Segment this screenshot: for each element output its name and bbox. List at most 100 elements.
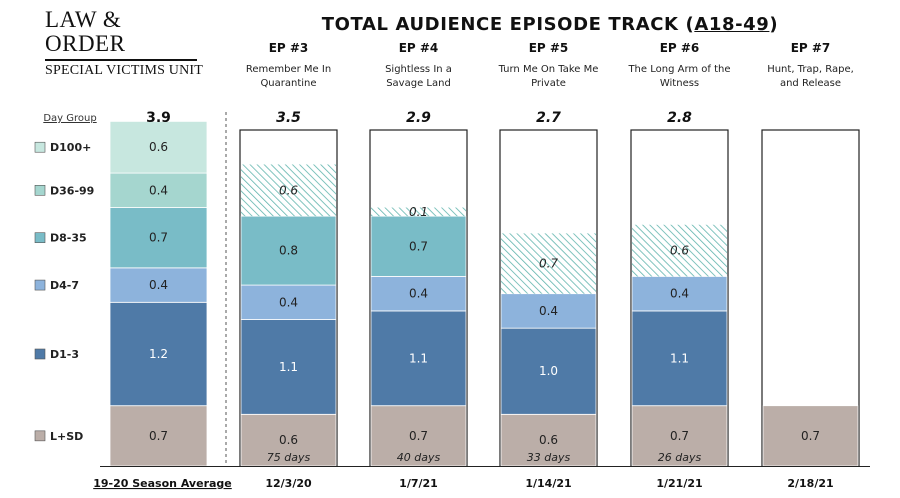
- legend-swatch-d8-35: [34, 232, 46, 243]
- air-date-label: 1/21/21: [656, 477, 702, 490]
- air-date-label: 1/7/21: [399, 477, 438, 490]
- chart-title-paren-close: ): [769, 14, 779, 35]
- episode-name-line: The Long Arm of the: [627, 64, 730, 75]
- episode-name-line: Witness: [660, 78, 699, 89]
- segment-value-label: 0.1: [409, 205, 428, 219]
- total-label: 3.5: [276, 110, 301, 126]
- legend-label-d8-35: D8-35: [50, 232, 87, 245]
- bar-segment-d4-7: [500, 293, 597, 329]
- total-label: 3.9: [146, 110, 171, 126]
- bar-segment-l-sd: [762, 405, 859, 467]
- season-average-label: 19-20 Season Average: [93, 477, 232, 490]
- segment-value-label: 0.8: [279, 244, 298, 258]
- days-label: 26 days: [658, 451, 702, 464]
- segment-value-label: 0.7: [539, 257, 558, 271]
- chart-title-main: TOTAL AUDIENCE EPISODE TRACK: [321, 14, 679, 35]
- segment-value-label: 0.4: [149, 183, 168, 197]
- segment-value-label: 1.0: [539, 364, 558, 378]
- days-label: 40 days: [397, 451, 441, 464]
- segment-value-label: 0.6: [149, 140, 168, 154]
- bar-segment-projected: [501, 233, 596, 294]
- episode-number: EP #3: [269, 41, 309, 55]
- segment-value-label: 0.4: [539, 304, 558, 318]
- segment-value-label: 1.1: [409, 351, 428, 365]
- logo-title: LAW & ORDER: [45, 7, 126, 56]
- segment-value-label: 0.4: [409, 287, 428, 301]
- air-date-label: 2/18/21: [787, 477, 833, 490]
- air-date-label: 12/3/20: [265, 477, 312, 490]
- bar-segment-projected: [371, 207, 466, 217]
- chart-title: TOTAL AUDIENCE EPISODE TRACK (A18-49): [230, 14, 870, 35]
- bar-segment-d1-3: [631, 310, 728, 407]
- logo-subtitle: SPECIAL VICTIMS UNIT: [45, 63, 204, 78]
- legend-swatch-d4-7: [34, 279, 46, 291]
- segment-value-label: 0.7: [409, 239, 428, 253]
- episode-name-line: Remember Me In: [246, 64, 331, 75]
- bar-segment-d1-3: [500, 327, 597, 415]
- total-label: 2.9: [406, 110, 431, 126]
- chart-title-paren-open: (: [685, 14, 695, 35]
- bar-segment-d8-35: [370, 215, 467, 277]
- legend-label-d1-3: D1-3: [50, 348, 79, 361]
- segment-value-label: 1.1: [279, 360, 298, 374]
- air-date-label: 1/14/21: [525, 477, 571, 490]
- legend-header: Day Group: [43, 113, 96, 124]
- episode-name-line: Turn Me On Take Me: [498, 64, 599, 75]
- bar-segment-d8-35: [109, 207, 208, 269]
- segment-value-label: 0.6: [279, 183, 298, 197]
- logo-rule: [45, 59, 197, 61]
- segment-value-label: 1.2: [149, 347, 168, 361]
- segment-value-label: 0.6: [670, 244, 689, 258]
- bar-segment-projected: [632, 224, 727, 277]
- segment-value-label: 0.7: [149, 429, 168, 443]
- chart-title-demo: A18-49: [694, 14, 770, 35]
- segment-value-label: 0.4: [670, 287, 689, 301]
- bar-segment-d100-: [109, 120, 208, 174]
- episode-name-line: Hunt, Trap, Rape,: [767, 64, 854, 75]
- bar-segment-d4-7: [240, 284, 337, 320]
- total-label: 2.8: [667, 110, 692, 126]
- segment-value-label: 0.7: [670, 429, 689, 443]
- segment-value-label: 0.6: [539, 433, 558, 447]
- segment-value-label: 0.7: [409, 429, 428, 443]
- segment-value-label: 0.7: [149, 231, 168, 245]
- episode-name-line: Sightless In a: [385, 64, 452, 75]
- episode-name-line: Quarantine: [260, 78, 316, 89]
- bar-segment-l-sd: [109, 405, 208, 467]
- episode-number: EP #7: [791, 41, 831, 55]
- legend-label-d100-: D100+: [50, 141, 91, 154]
- episode-number: EP #5: [529, 41, 569, 55]
- legend-label-d36-99: D36-99: [50, 184, 94, 197]
- bar-segment-d36-99: [109, 172, 208, 208]
- days-label: 33 days: [527, 451, 571, 464]
- legend-label-l-sd: L+SD: [50, 430, 83, 443]
- segment-value-label: 0.4: [149, 278, 168, 292]
- segment-value-label: 0.6: [279, 433, 298, 447]
- bar-segment-d1-3: [240, 319, 337, 415]
- total-label: 2.7: [536, 110, 561, 126]
- bar-segment-d1-3: [109, 301, 208, 407]
- bar-segment-projected: [241, 164, 336, 217]
- bar-segment-d1-3: [370, 310, 467, 407]
- episode-name-line: Private: [531, 78, 566, 89]
- days-label: 75 days: [267, 451, 311, 464]
- bar-segment-d4-7: [109, 267, 208, 303]
- show-logo: LAW & ORDER SPECIAL VICTIMS UNIT: [45, 8, 205, 79]
- legend-swatch-d100-: [34, 141, 46, 153]
- bar-segment-d4-7: [370, 276, 467, 312]
- episode-number: EP #4: [399, 41, 439, 55]
- legend-swatch-d36-99: [34, 185, 46, 196]
- legend-swatch-d1-3: [34, 348, 46, 360]
- bar-segment-l-sd: [631, 405, 728, 467]
- legend-label-d4-7: D4-7: [50, 279, 79, 292]
- episode-name-line: Savage Land: [386, 78, 451, 89]
- episode-number: EP #6: [660, 41, 700, 55]
- legend-swatch-l-sd: [34, 430, 46, 442]
- bar-segment-d8-35: [240, 215, 337, 286]
- segment-value-label: 1.1: [670, 351, 689, 365]
- bar-segment-l-sd: [370, 405, 467, 467]
- segment-value-label: 0.7: [801, 429, 820, 443]
- episode-name-line: and Release: [780, 78, 841, 89]
- segment-value-label: 0.4: [279, 295, 298, 309]
